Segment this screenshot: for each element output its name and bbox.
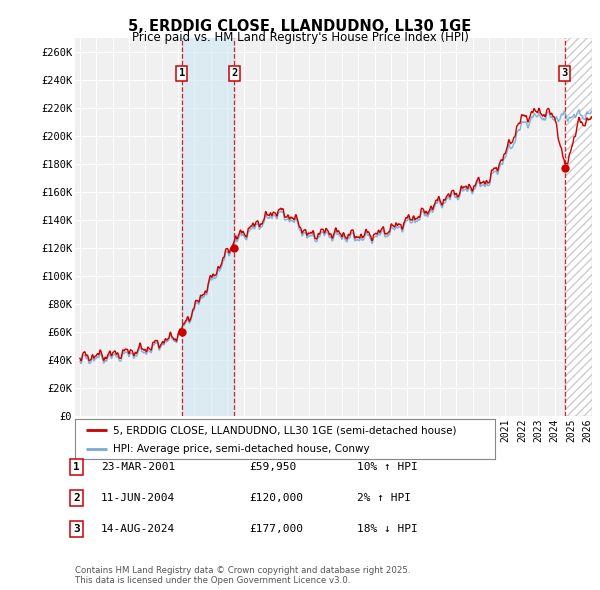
Text: 1: 1 [73,463,80,472]
Text: 2: 2 [231,68,238,78]
Text: £120,000: £120,000 [249,493,303,503]
Text: 1: 1 [179,68,185,78]
Text: 18% ↓ HPI: 18% ↓ HPI [357,524,418,533]
Text: £177,000: £177,000 [249,524,303,533]
Bar [182,38,235,416]
Text: 14-AUG-2024: 14-AUG-2024 [101,524,175,533]
Text: 3: 3 [562,68,568,78]
Text: £59,950: £59,950 [249,463,296,472]
Text: HPI: Average price, semi-detached house, Conwy: HPI: Average price, semi-detached house,… [113,444,370,454]
Bar [565,38,592,416]
Text: 5, ERDDIG CLOSE, LLANDUDNO, LL30 1GE (semi-detached house): 5, ERDDIG CLOSE, LLANDUDNO, LL30 1GE (se… [113,425,457,435]
Text: 2: 2 [73,493,80,503]
Text: 3: 3 [73,524,80,533]
Text: Contains HM Land Registry data © Crown copyright and database right 2025.
This d: Contains HM Land Registry data © Crown c… [75,566,410,585]
Text: 5, ERDDIG CLOSE, LLANDUDNO, LL30 1GE: 5, ERDDIG CLOSE, LLANDUDNO, LL30 1GE [128,19,472,34]
Text: 11-JUN-2004: 11-JUN-2004 [101,493,175,503]
Text: 2% ↑ HPI: 2% ↑ HPI [357,493,411,503]
Text: 23-MAR-2001: 23-MAR-2001 [101,463,175,472]
Text: 10% ↑ HPI: 10% ↑ HPI [357,463,418,472]
Text: Price paid vs. HM Land Registry's House Price Index (HPI): Price paid vs. HM Land Registry's House … [131,31,469,44]
